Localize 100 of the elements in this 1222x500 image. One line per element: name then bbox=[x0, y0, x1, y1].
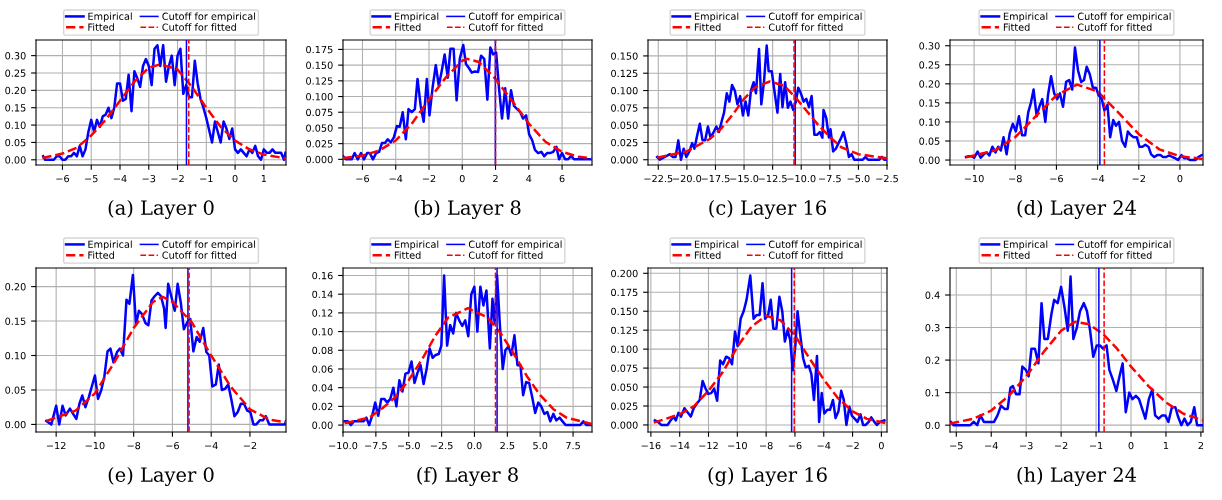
x-tick-label: −6 bbox=[166, 441, 179, 450]
y-tick-label: 0.05 bbox=[5, 386, 26, 394]
line-series bbox=[41, 43, 286, 162]
x-tick-label: −4 bbox=[817, 442, 831, 450]
y-tick-label: 0.15 bbox=[919, 99, 940, 107]
legend-label: Empirical bbox=[394, 12, 439, 22]
y-tick-label: 0.10 bbox=[5, 121, 26, 129]
x-tick-label: −5.0 bbox=[847, 174, 870, 183]
x-tick-label: −10 bbox=[85, 441, 105, 450]
legend-label: Cutoff for fitted bbox=[768, 251, 843, 259]
x-tick-label: −2.5 bbox=[430, 441, 453, 450]
legend-label: Empirical bbox=[1003, 12, 1048, 22]
x-tick-label: −6 bbox=[1050, 174, 1063, 183]
x-tick-label: 0 bbox=[232, 174, 238, 183]
legend-label: Cutoff for empirical bbox=[1077, 240, 1171, 250]
x-tick-label: −14 bbox=[670, 442, 690, 450]
x-tick-label: −10.0 bbox=[787, 174, 816, 183]
x-tick-label: −3 bbox=[1020, 441, 1033, 450]
y-tick-label: 0.125 bbox=[611, 326, 638, 334]
y-tick-label: 0.100 bbox=[611, 87, 638, 95]
y-tick-label: 0.16 bbox=[312, 271, 333, 280]
y-tick-label: 0.02 bbox=[312, 402, 333, 411]
y-tick-label: 0.100 bbox=[306, 93, 333, 101]
x-tick-label: −8 bbox=[127, 441, 141, 450]
legend-label: Cutoff for fitted bbox=[1077, 23, 1152, 31]
y-tick-label: 0.1 bbox=[925, 389, 940, 397]
x-tick-label: −1 bbox=[200, 175, 213, 183]
y-tick-label: 0.15 bbox=[5, 317, 26, 325]
legend-label: Fitted bbox=[88, 251, 114, 259]
legend-label: Empirical bbox=[394, 240, 439, 250]
legend-label: Fitted bbox=[694, 23, 721, 31]
y-tick-label: 0.075 bbox=[611, 364, 638, 372]
y-tick-label: 0.05 bbox=[5, 138, 26, 147]
x-tick-label: −22.5 bbox=[644, 174, 673, 183]
x-tick-label: −10.0 bbox=[329, 441, 358, 450]
y-tick-label: 0.025 bbox=[611, 402, 638, 410]
legend-label: Empirical bbox=[1003, 240, 1048, 250]
line-series bbox=[655, 44, 887, 161]
y-tick-label: 0.000 bbox=[611, 156, 638, 164]
legend-label: Cutoff for empirical bbox=[1077, 12, 1171, 22]
legend-label: Cutoff for empirical bbox=[768, 240, 862, 250]
x-tick-label: −2 bbox=[1054, 441, 1068, 450]
legend-label: Empirical bbox=[694, 12, 739, 22]
x-tick-label: −4 bbox=[985, 442, 998, 450]
x-tick-label: −4 bbox=[113, 175, 127, 183]
y-tick-label: 0.00 bbox=[5, 156, 26, 164]
x-tick-label: −5.0 bbox=[397, 441, 420, 450]
y-tick-label: 0.15 bbox=[5, 104, 26, 112]
y-tick-label: 0.10 bbox=[919, 118, 940, 126]
x-tick-label: 5.0 bbox=[533, 441, 548, 450]
legend-label: Fitted bbox=[88, 23, 114, 31]
y-tick-label: 0.025 bbox=[611, 138, 638, 147]
y-tick-label: 0.125 bbox=[611, 69, 638, 78]
y-tick-label: 0.200 bbox=[611, 269, 638, 278]
y-tick-label: 0.050 bbox=[306, 124, 333, 132]
x-tick-label: 1 bbox=[261, 175, 267, 183]
x-tick-label: 7.5 bbox=[566, 442, 580, 450]
x-tick-label: −6 bbox=[788, 441, 802, 450]
x-tick-label: 1 bbox=[1163, 442, 1169, 450]
y-tick-label: 0.25 bbox=[5, 69, 26, 77]
y-tick-label: 0.30 bbox=[5, 52, 26, 60]
text: (d) Layer 24 bbox=[1017, 199, 1137, 219]
y-tick-label: 0.175 bbox=[611, 288, 638, 297]
y-tick-label: 0.08 bbox=[312, 346, 333, 355]
y-tick-label: 0.20 bbox=[5, 86, 26, 95]
legend-label: Fitted bbox=[1003, 251, 1030, 259]
y-tick-label: 0.12 bbox=[312, 309, 333, 317]
text: (b) Layer 8 bbox=[414, 199, 521, 219]
legend-label: Empirical bbox=[88, 240, 132, 250]
legend-label: Empirical bbox=[88, 12, 132, 22]
x-tick-label: −20.0 bbox=[673, 174, 702, 183]
x-tick-label: −17.5 bbox=[701, 175, 730, 183]
text: (h) Layer 24 bbox=[1017, 466, 1137, 486]
x-tick-label: −12.5 bbox=[758, 174, 787, 183]
y-tick-label: 0.00 bbox=[5, 420, 26, 429]
y-tick-label: 0.00 bbox=[919, 156, 940, 164]
x-tick-label: 0 bbox=[1128, 441, 1134, 450]
legend-label: Cutoff for fitted bbox=[768, 23, 843, 31]
x-tick-label: −4 bbox=[389, 175, 403, 183]
y-tick-label: 0.06 bbox=[312, 365, 333, 373]
x-tick-label: −16 bbox=[641, 441, 661, 450]
legend-label: Cutoff for empirical bbox=[162, 12, 256, 22]
x-tick-label: −8 bbox=[759, 441, 773, 450]
legend-label: Cutoff for fitted bbox=[468, 23, 543, 31]
x-tick-label: −1 bbox=[1089, 442, 1103, 450]
y-tick-label: 0.000 bbox=[306, 155, 333, 164]
x-tick-label: −4 bbox=[1091, 175, 1105, 183]
x-tick-label: −2 bbox=[422, 174, 436, 183]
x-tick-label: −15.0 bbox=[730, 174, 759, 183]
y-tick-label: 0.05 bbox=[919, 137, 940, 145]
text: (g) Layer 16 bbox=[708, 466, 827, 486]
x-tick-label: −7.5 bbox=[819, 175, 841, 183]
y-tick-label: 0.3 bbox=[925, 324, 940, 332]
y-tick-label: 0.10 bbox=[312, 328, 333, 336]
y-tick-label: 0.000 bbox=[611, 421, 638, 429]
y-tick-label: 0.175 bbox=[306, 45, 333, 54]
y-tick-label: 0.20 bbox=[919, 80, 940, 88]
legend-label: Cutoff for fitted bbox=[162, 251, 236, 259]
x-tick-label: −2 bbox=[243, 441, 257, 450]
y-tick-label: 0.100 bbox=[611, 345, 638, 353]
